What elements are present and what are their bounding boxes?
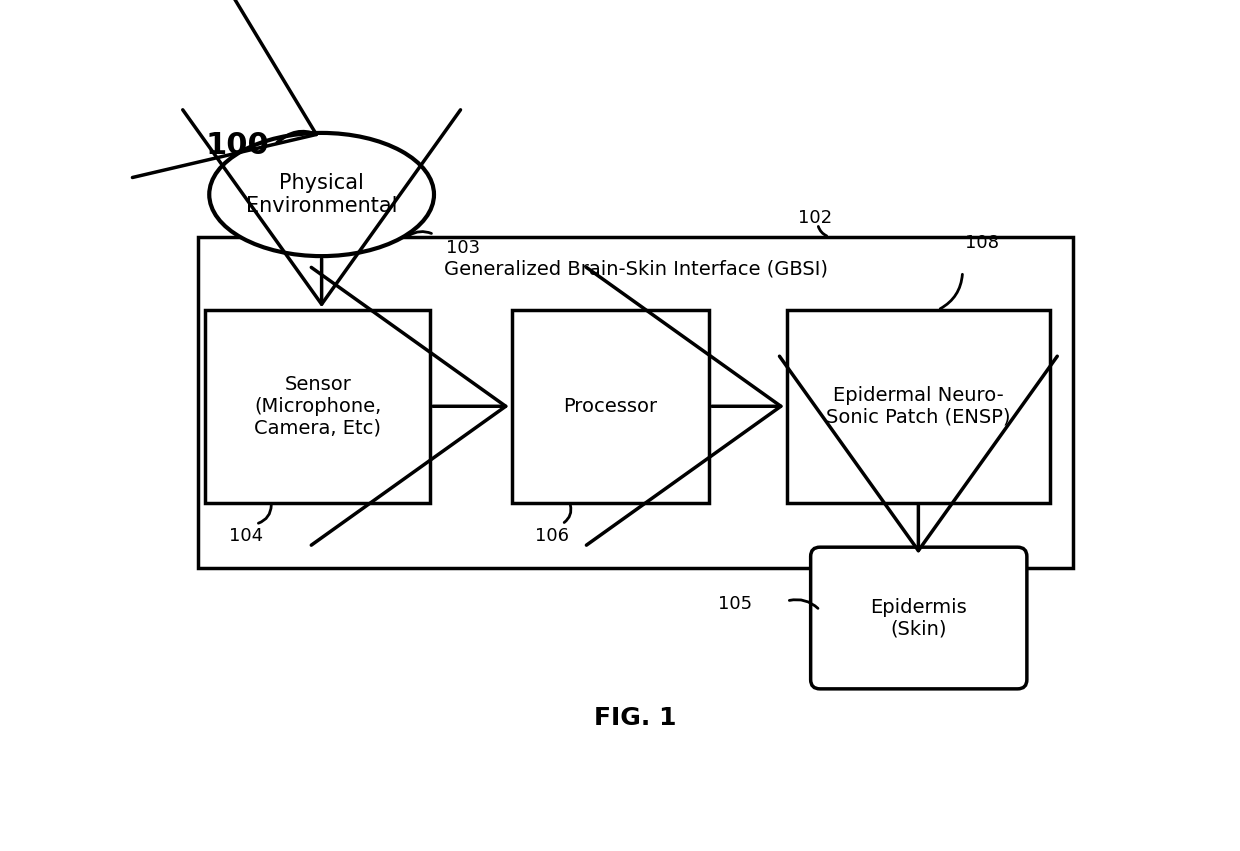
Text: Processor: Processor xyxy=(563,397,657,416)
Text: 108: 108 xyxy=(965,234,999,252)
Bar xyxy=(511,310,709,503)
Text: Epidermis
(Skin): Epidermis (Skin) xyxy=(870,597,967,638)
FancyBboxPatch shape xyxy=(811,547,1027,688)
Text: Generalized Brain-Skin Interface (GBSI): Generalized Brain-Skin Interface (GBSI) xyxy=(444,260,827,279)
Text: Physical
Environmental: Physical Environmental xyxy=(246,173,397,216)
Text: FIG. 1: FIG. 1 xyxy=(594,706,677,730)
Bar xyxy=(206,310,430,503)
Text: 103: 103 xyxy=(445,239,480,257)
Text: 100: 100 xyxy=(206,131,269,160)
Text: Sensor
(Microphone,
Camera, Etc): Sensor (Microphone, Camera, Etc) xyxy=(254,374,382,437)
Text: 105: 105 xyxy=(718,595,751,613)
Text: Epidermal Neuro-
Sonic Patch (ENSP): Epidermal Neuro- Sonic Patch (ENSP) xyxy=(826,386,1011,426)
Text: 104: 104 xyxy=(228,527,263,545)
Bar xyxy=(197,237,1074,568)
Ellipse shape xyxy=(210,133,434,256)
Bar xyxy=(786,310,1050,503)
Text: 102: 102 xyxy=(799,208,832,227)
Text: 106: 106 xyxy=(534,527,569,545)
